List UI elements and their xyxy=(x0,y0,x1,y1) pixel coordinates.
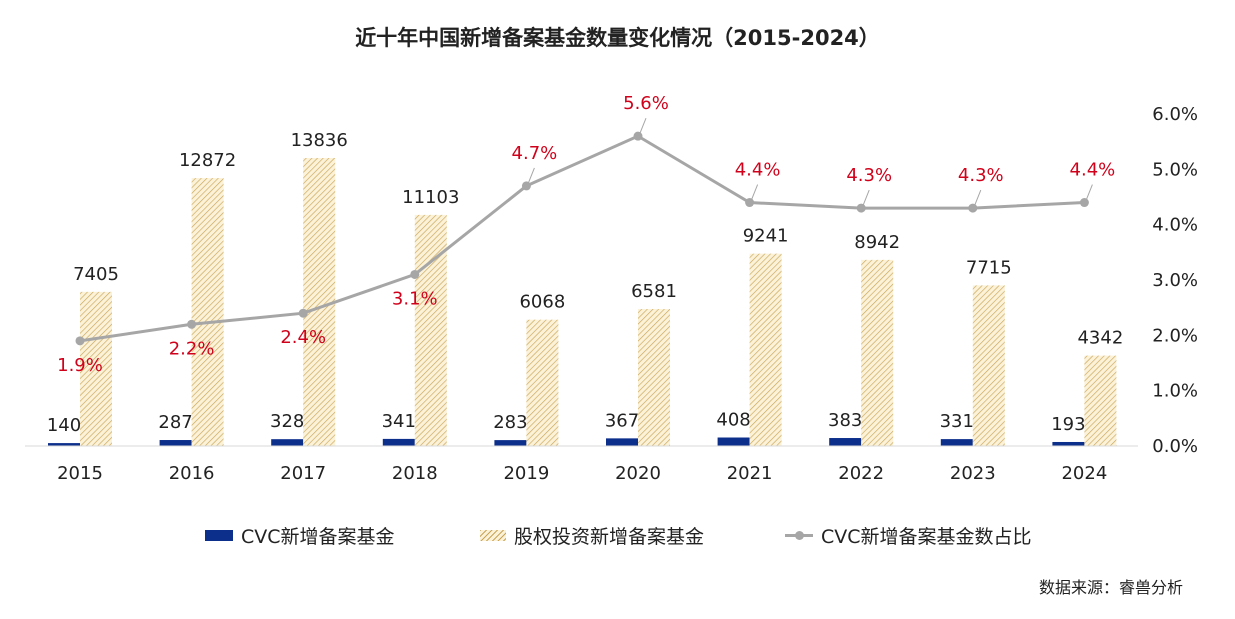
data-label-cvc-2015: 140 xyxy=(47,415,81,436)
x-tick-label-2023: 2023 xyxy=(950,463,996,484)
legend-label-ratio: CVC新增备案基金数占比 xyxy=(821,525,1032,548)
point-ratio-2016 xyxy=(187,319,197,329)
data-label-cvc-2020: 367 xyxy=(605,410,639,431)
bar-equity-2016 xyxy=(191,178,224,446)
bar-equity-2024 xyxy=(1084,355,1117,446)
leader-line-2021 xyxy=(751,184,759,200)
x-tick-label-2021: 2021 xyxy=(727,463,773,484)
bar-cvc-2021 xyxy=(717,437,750,446)
point-ratio-2017 xyxy=(298,308,308,318)
data-label-equity-2021: 9241 xyxy=(743,226,789,247)
data-label-equity-2023: 7715 xyxy=(966,257,1012,278)
bar-cvc-2022 xyxy=(829,438,862,446)
legend-swatch-equity xyxy=(480,529,506,541)
data-label-ratio-2016: 2.2% xyxy=(169,338,215,359)
line-cvc-ratio xyxy=(79,134,1085,343)
y-right-tick-label: 5.0% xyxy=(1152,159,1198,180)
data-label-equity-2020: 6581 xyxy=(631,281,677,302)
legend-item-equity: 股权投资新增备案基金 xyxy=(480,520,704,550)
bar-equity-2020 xyxy=(638,309,670,446)
data-label-equity-2022: 8942 xyxy=(854,232,900,253)
bar-equity-2022 xyxy=(861,259,894,446)
data-label-ratio-2019: 4.7% xyxy=(512,143,558,164)
y-right-tick-label: 2.0% xyxy=(1152,325,1198,346)
leader-line-2022 xyxy=(862,189,870,206)
data-label-equity-2016: 12872 xyxy=(179,150,236,171)
y-right-tick-label: 1.0% xyxy=(1152,381,1198,402)
leader-line-2019 xyxy=(527,167,535,184)
point-ratio-2023 xyxy=(968,203,978,213)
data-label-equity-2015: 7405 xyxy=(73,264,119,285)
data-label-ratio-2022: 4.3% xyxy=(846,165,892,186)
data-label-cvc-2021: 408 xyxy=(716,410,750,431)
data-label-cvc-2024: 193 xyxy=(1051,414,1085,435)
data-label-equity-2018: 11103 xyxy=(402,187,459,208)
legend-swatch-cvc xyxy=(205,529,233,541)
x-tick-label-2017: 2017 xyxy=(280,463,326,484)
data-label-cvc-2018: 341 xyxy=(382,411,416,432)
chart-title: 近十年中国新增备案基金数量变化情况（2015-2024） xyxy=(355,26,880,50)
data-label-ratio-2024: 4.4% xyxy=(1070,160,1116,181)
y-right-tick-label: 0.0% xyxy=(1152,436,1198,457)
data-label-cvc-2016: 287 xyxy=(158,412,192,433)
bar-cvc-2023 xyxy=(940,439,973,446)
leader-line-2020 xyxy=(639,117,647,134)
bar-equity-2021 xyxy=(749,253,782,446)
legend-swatch-ratio xyxy=(785,530,813,541)
bar-equity-2023 xyxy=(972,285,1005,446)
data-label-ratio-2015: 1.9% xyxy=(57,355,103,376)
source-note: 数据来源：睿兽分析 xyxy=(1038,578,1183,597)
point-ratio-2019 xyxy=(521,181,531,191)
data-label-cvc-2017: 328 xyxy=(270,411,304,432)
x-tick-label-2020: 2020 xyxy=(615,463,661,484)
data-label-cvc-2019: 283 xyxy=(493,412,527,433)
data-label-equity-2024: 4342 xyxy=(1077,328,1123,349)
y-right-tick-label: 4.0% xyxy=(1152,215,1198,236)
point-ratio-2021 xyxy=(745,198,755,208)
x-tick-label-2018: 2018 xyxy=(392,463,438,484)
leader-line-2023 xyxy=(974,189,982,206)
bar-cvc-2018 xyxy=(382,438,415,446)
x-tick-label-2015: 2015 xyxy=(57,463,103,484)
data-label-ratio-2020: 5.6% xyxy=(623,93,669,114)
x-tick-label-2022: 2022 xyxy=(838,463,884,484)
legend-item-ratio: CVC新增备案基金数占比 xyxy=(785,520,1032,550)
point-ratio-2024 xyxy=(1079,198,1089,208)
x-tick-label-2019: 2019 xyxy=(503,463,549,484)
bar-cvc-2016 xyxy=(159,440,192,446)
data-label-equity-2017: 13836 xyxy=(291,130,348,151)
legend-label-equity: 股权投资新增备案基金 xyxy=(514,525,705,548)
legend-label-cvc: CVC新增备案基金 xyxy=(241,525,395,548)
bar-cvc-2020 xyxy=(606,438,638,446)
legend-item-cvc: CVC新增备案基金 xyxy=(205,520,395,550)
bar-equity-2015 xyxy=(80,291,112,446)
chart-legend: CVC新增备案基金 股权投资新增备案基金 CVC新增备案基金数占比 xyxy=(205,520,1105,550)
chart-plot: 2015 2016 2017 2018 2019 2020 2021 2022 2023 2024… xyxy=(25,93,1198,484)
bar-cvc-2024 xyxy=(1052,441,1085,446)
bar-equity-2019 xyxy=(526,319,559,446)
point-ratio-2022 xyxy=(856,203,866,213)
bar-cvc-2019 xyxy=(494,440,527,446)
y-right-tick-label: 3.0% xyxy=(1152,270,1198,291)
data-label-ratio-2017: 2.4% xyxy=(280,327,326,348)
bar-cvc-2017 xyxy=(271,439,304,446)
bar-equity-2017 xyxy=(303,158,336,446)
data-label-ratio-2018: 3.1% xyxy=(392,288,438,309)
data-label-equity-2019: 6068 xyxy=(519,292,565,313)
bar-equity-2018 xyxy=(414,214,447,446)
point-ratio-2020 xyxy=(633,131,643,141)
data-label-ratio-2023: 4.3% xyxy=(958,165,1004,186)
point-ratio-2018 xyxy=(410,269,420,279)
x-tick-label-2016: 2016 xyxy=(169,463,215,484)
data-label-ratio-2021: 4.4% xyxy=(735,160,781,181)
data-label-cvc-2023: 331 xyxy=(940,411,974,432)
bar-cvc-2015 xyxy=(48,443,80,446)
x-tick-label-2024: 2024 xyxy=(1061,463,1107,484)
data-label-cvc-2022: 383 xyxy=(828,410,862,431)
point-ratio-2015 xyxy=(75,336,85,346)
y-right-tick-label: 6.0% xyxy=(1152,104,1198,125)
leader-line-2024 xyxy=(1085,184,1093,200)
